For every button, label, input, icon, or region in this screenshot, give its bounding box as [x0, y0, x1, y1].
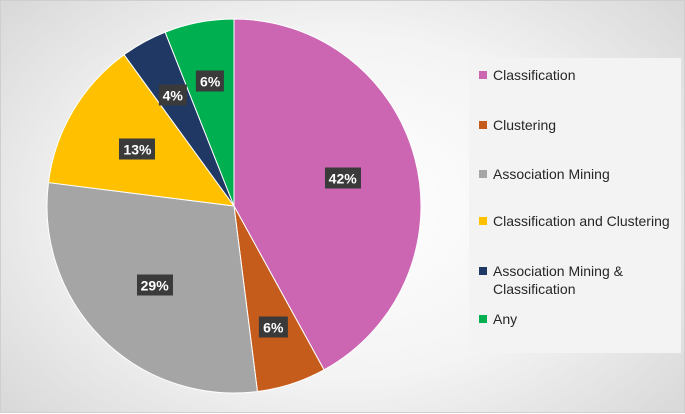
legend-item-association-mining: Association Mining: [479, 165, 678, 183]
legend-label-association-mining-classification: Association Mining & Classification: [493, 263, 623, 297]
pie-slice-classification-and-clustering: [47, 54, 236, 207]
legend-swatch-any: [479, 315, 487, 323]
legend-swatch-association-mining: [479, 170, 487, 178]
legend-label-classification: Classification: [493, 67, 576, 83]
legend: Classification Clustering Association Mini…: [469, 58, 681, 353]
legend-item-classification-and-clustering: Classification and Clustering: [479, 212, 678, 230]
pie-slice-classification: [233, 18, 422, 371]
data-label-any: 6%: [196, 70, 225, 92]
legend-label-clustering: Clustering: [493, 117, 557, 133]
legend-item-classification: Classification: [479, 66, 678, 84]
legend-swatch-association-mining-classification: [479, 267, 487, 275]
data-label-association-mining: 29%: [136, 274, 173, 296]
legend-label-classification-and-clustering: Classification and Clustering: [493, 213, 670, 229]
pie-slice-any: [164, 18, 235, 207]
legend-item-any: Any: [479, 310, 678, 328]
legend-item-clustering: Clustering: [479, 116, 678, 134]
data-label-classification-and-clustering: 13%: [119, 138, 156, 160]
legend-swatch-clustering: [479, 121, 487, 129]
data-label-classification: 42%: [324, 167, 361, 189]
legend-swatch-classification-and-clustering: [479, 217, 487, 225]
legend-swatch-classification: [479, 71, 487, 79]
legend-label-association-mining: Association Mining: [493, 166, 610, 182]
data-label-clustering: 6%: [259, 316, 288, 338]
data-label-association-mining-classification: 4%: [158, 84, 187, 106]
legend-label-any: Any: [493, 311, 518, 327]
legend-item-association-mining-classification: Association Mining & Classification: [479, 262, 678, 298]
